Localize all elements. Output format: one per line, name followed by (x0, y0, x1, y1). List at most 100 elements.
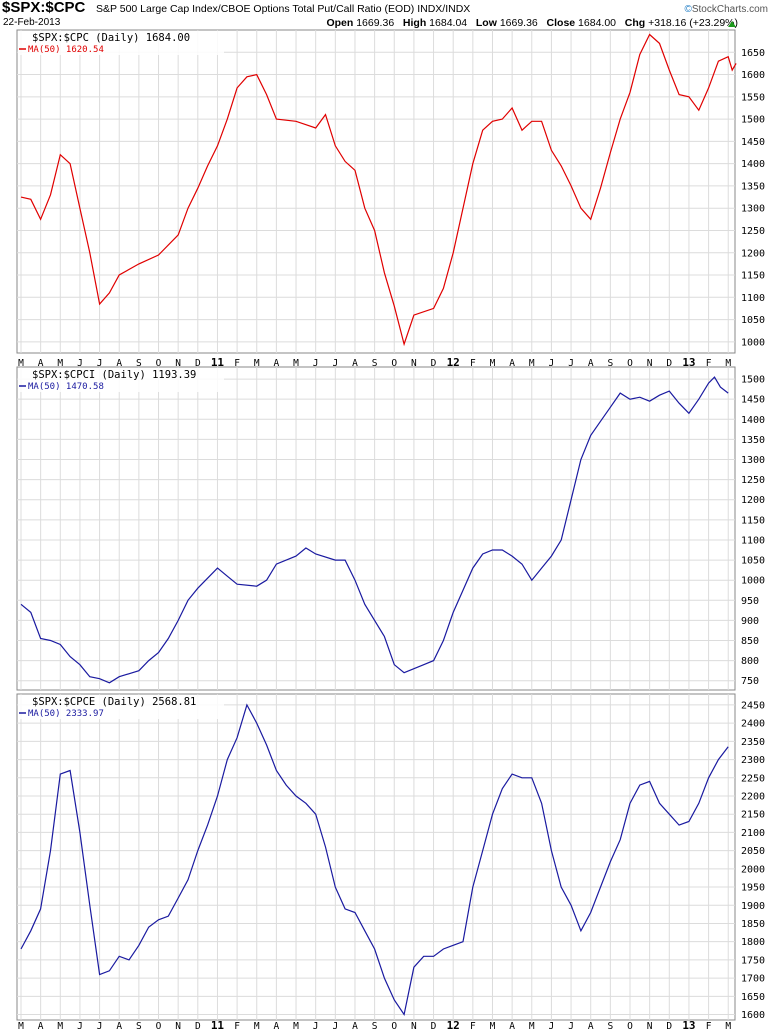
legend-bg (18, 368, 224, 392)
quote-value-high: 1684.04 (429, 17, 476, 29)
x-tick-label: M (529, 1021, 535, 1032)
y-tick-label: 1300 (741, 455, 765, 466)
y-tick-label: 1850 (741, 919, 765, 930)
x-tick-label: M (490, 358, 496, 369)
x-tick-label: D (195, 1021, 201, 1032)
x-tick-label: 12 (447, 356, 460, 369)
x-tick-label: S (607, 1021, 613, 1032)
y-tick-label: 1650 (741, 992, 765, 1003)
x-tick-label: D (195, 358, 201, 369)
x-tick-label: S (136, 358, 142, 369)
quote-label-close: Close (546, 17, 579, 29)
y-tick-label: 1450 (741, 395, 765, 406)
x-tick-label: N (175, 1021, 181, 1032)
x-tick-label: A (274, 1021, 280, 1032)
x-tick-label: F (706, 1021, 712, 1032)
x-tick-label: J (549, 358, 555, 369)
x-tick-label: 11 (211, 1019, 225, 1032)
brand-watermark: ©StockCharts.com (684, 4, 768, 15)
x-tick-label: S (372, 1021, 378, 1032)
y-tick-label: 1400 (741, 159, 765, 170)
x-tick-label: O (627, 1021, 633, 1032)
x-tick-label: M (293, 358, 299, 369)
y-tick-label: 1950 (741, 883, 765, 894)
x-tick-label: N (175, 358, 181, 369)
x-tick-label: A (352, 358, 358, 369)
x-tick-label: M (254, 1021, 260, 1032)
y-tick-label: 1500 (741, 375, 765, 386)
x-tick-label: J (313, 1021, 319, 1032)
y-tick-label: 1300 (741, 204, 765, 215)
x-tick-label: J (77, 358, 83, 369)
x-tick-label: 13 (682, 1019, 695, 1032)
x-tick-label: M (18, 1021, 24, 1032)
x-tick-label: A (588, 358, 594, 369)
quote-label-open: Open (326, 17, 357, 29)
y-tick-label: 1100 (741, 535, 765, 546)
quote-value-chg: +318.16 (+23.29%) (648, 17, 738, 29)
x-tick-label: N (647, 1021, 653, 1032)
y-tick-label: 2400 (741, 719, 765, 730)
x-tick-label: J (313, 358, 319, 369)
x-tick-label: D (666, 358, 672, 369)
chart-symbol: $SPX:$CPC (2, 0, 86, 16)
x-tick-label: J (97, 358, 103, 369)
x-tick-label: A (116, 358, 122, 369)
y-tick-label: 950 (741, 596, 759, 607)
x-tick-label: M (725, 358, 731, 369)
legend-title-0: $SPX:$CPC (Daily) 1684.00 (32, 32, 190, 44)
x-tick-label: J (77, 1021, 83, 1032)
change-up-icon (728, 21, 736, 27)
x-tick-label: A (509, 358, 515, 369)
y-tick-label: 1200 (741, 495, 765, 506)
y-tick-label: 1650 (741, 48, 765, 59)
y-tick-label: 1600 (741, 70, 765, 81)
x-tick-label: M (490, 1021, 496, 1032)
x-tick-label: M (725, 1021, 731, 1032)
legend-ma-1: MA(50) 1470.58 (28, 382, 104, 392)
y-tick-label: 1250 (741, 226, 765, 237)
quote-label-high: High (402, 17, 430, 29)
quote-value-low: 1669.36 (499, 17, 547, 29)
brand-name: StockCharts.com (691, 4, 768, 15)
x-tick-label: A (116, 1021, 122, 1032)
x-tick-label: M (529, 358, 535, 369)
y-tick-label: 1600 (741, 1010, 765, 1021)
series-line-1 (20, 376, 729, 684)
x-tick-label: A (509, 1021, 515, 1032)
x-tick-label: S (136, 1021, 142, 1032)
x-tick-label: D (431, 1021, 437, 1032)
x-tick-label: S (372, 358, 378, 369)
y-tick-label: 1050 (741, 315, 765, 326)
x-tick-label: N (411, 1021, 417, 1032)
y-tick-label: 1750 (741, 955, 765, 966)
y-tick-label: 1100 (741, 293, 765, 304)
x-tick-label: 11 (211, 356, 225, 369)
quote-label-chg: Chg (624, 17, 649, 29)
y-tick-label: 2250 (741, 773, 765, 784)
x-tick-label: F (470, 1021, 476, 1032)
x-tick-label: D (431, 358, 437, 369)
legend-ma-0: MA(50) 1620.54 (28, 45, 104, 55)
y-tick-label: 1000 (741, 337, 765, 348)
y-tick-label: 1050 (741, 556, 765, 567)
y-tick-label: 1500 (741, 115, 765, 126)
y-tick-label: 2200 (741, 791, 765, 802)
x-tick-label: M (18, 358, 24, 369)
quote-value-close: 1684.00 (578, 17, 625, 29)
y-tick-label: 1700 (741, 974, 765, 985)
x-tick-label: N (647, 358, 653, 369)
x-tick-label: A (352, 1021, 358, 1032)
x-tick-label: A (38, 358, 44, 369)
y-tick-label: 2150 (741, 810, 765, 821)
x-tick-label: F (234, 1021, 240, 1032)
y-tick-label: 1200 (741, 248, 765, 259)
quote-summary: Open 1669.36 High 1684.04 Low 1669.36 Cl… (326, 17, 738, 29)
y-tick-label: 1800 (741, 937, 765, 948)
legend-title-2: $SPX:$CPCE (Daily) 2568.81 (32, 696, 196, 708)
x-tick-label: F (706, 358, 712, 369)
y-tick-label: 2000 (741, 864, 765, 875)
y-tick-label: 1350 (741, 181, 765, 192)
y-tick-label: 1000 (741, 576, 765, 587)
